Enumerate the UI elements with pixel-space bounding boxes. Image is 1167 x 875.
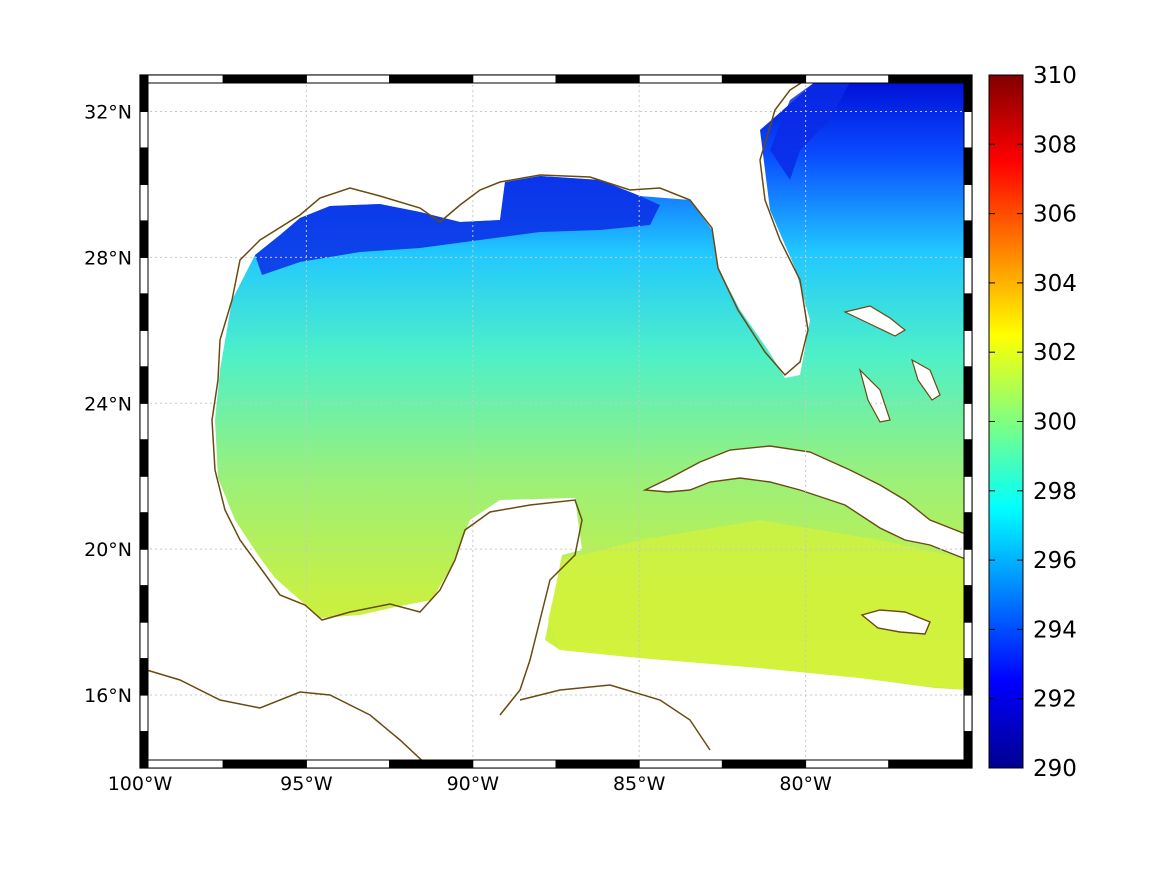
frame-segment-bottom bbox=[222, 759, 307, 769]
colorbar: 290 292 294 296 298 300 302 304 306 308 310 bbox=[988, 63, 1077, 782]
frame-segment-right bbox=[963, 694, 973, 733]
x-tick-label: 90°W bbox=[447, 773, 500, 795]
frame-segment-right bbox=[963, 585, 973, 623]
frame-segment-bottom bbox=[888, 759, 973, 769]
colorbar-tick-label: 292 bbox=[1033, 687, 1077, 713]
frame-segment-right bbox=[963, 147, 973, 185]
frame-segment-top bbox=[139, 74, 224, 84]
cold-shelf-north bbox=[255, 176, 660, 275]
frame-segment-right bbox=[963, 110, 973, 149]
colorbar-tick-labels: 290 292 294 296 298 300 302 304 306 308 310 bbox=[989, 63, 1077, 782]
frame-segment-right bbox=[963, 183, 973, 222]
x-tick-label: 95°W bbox=[280, 773, 333, 795]
frame-segment-left bbox=[139, 220, 149, 258]
frame-segment-right bbox=[963, 402, 973, 441]
frame-segment-left bbox=[139, 293, 149, 331]
frame-segment-left bbox=[139, 402, 149, 441]
frame-segment-top bbox=[555, 74, 640, 84]
colorbar-tick-label: 304 bbox=[1033, 271, 1077, 297]
frame-segment-top bbox=[805, 74, 890, 84]
frame-segment-top bbox=[472, 74, 557, 84]
x-tick-label: 80°W bbox=[779, 773, 832, 795]
frame-segment-right bbox=[963, 548, 973, 587]
frame-segment-left bbox=[139, 621, 149, 660]
frame-segment-right bbox=[963, 621, 973, 660]
x-tick-label: 100°W bbox=[108, 773, 173, 795]
frame-segment-bottom bbox=[555, 759, 640, 769]
warm-caribbean bbox=[548, 520, 968, 690]
frame-segment-top bbox=[721, 74, 807, 84]
frame-segment-bottom bbox=[139, 759, 224, 769]
frame-segment-bottom bbox=[805, 759, 890, 769]
frame-segment-right bbox=[963, 256, 973, 295]
frame-segment-right bbox=[963, 475, 973, 514]
colorbar-tick-label: 294 bbox=[1033, 617, 1077, 643]
frame-segment-top bbox=[638, 74, 723, 84]
colorbar-tick-label: 306 bbox=[1033, 202, 1077, 228]
frame-segment-left bbox=[139, 329, 149, 368]
colorbar-tick-label: 296 bbox=[1033, 548, 1077, 574]
frame-segment-top bbox=[222, 74, 307, 84]
frame-segment-right bbox=[963, 731, 973, 769]
frame-segment-left bbox=[139, 74, 149, 112]
frame-segment-left bbox=[139, 366, 149, 404]
frame-segment-right bbox=[963, 329, 973, 368]
colorbar-tick-label: 290 bbox=[1033, 756, 1077, 782]
y-tick-labels: 16°N 20°N 24°N 28°N 32°N bbox=[84, 101, 132, 707]
frame-segment-right bbox=[963, 366, 973, 404]
frame-segment-left bbox=[139, 731, 149, 769]
colorbar-tick-label: 302 bbox=[1033, 340, 1077, 366]
y-tick-label: 24°N bbox=[84, 393, 132, 415]
frame-segment-right bbox=[963, 658, 973, 696]
central-america-coast bbox=[139, 667, 431, 769]
frame-segment-right bbox=[963, 439, 973, 477]
colorbar-tick-label: 298 bbox=[1033, 479, 1077, 505]
gridlines bbox=[140, 75, 972, 768]
frame-segment-bottom bbox=[305, 759, 391, 769]
x-tick-label: 85°W bbox=[613, 773, 666, 795]
map-frame bbox=[139, 74, 973, 769]
frame-segment-left bbox=[139, 110, 149, 149]
frame-segment-left bbox=[139, 147, 149, 185]
frame-segment-left bbox=[139, 475, 149, 514]
frame-segment-bottom bbox=[638, 759, 723, 769]
frame-segment-right bbox=[963, 74, 973, 112]
frame-segment-right bbox=[963, 220, 973, 258]
colorbar-tick-label: 310 bbox=[1033, 63, 1077, 89]
frame-segment-left bbox=[139, 548, 149, 587]
mexico-coast bbox=[211, 299, 583, 716]
frame-segment-right bbox=[963, 293, 973, 331]
y-tick-label: 16°N bbox=[84, 685, 132, 707]
frame-segment-left bbox=[139, 183, 149, 222]
frame-segment-top bbox=[305, 74, 391, 84]
coastline bbox=[139, 75, 813, 769]
frame-segment-bottom bbox=[389, 759, 474, 769]
honduras-coast bbox=[519, 684, 711, 751]
frame-segment-left bbox=[139, 512, 149, 550]
y-tick-label: 20°N bbox=[84, 539, 132, 561]
y-tick-label: 28°N bbox=[84, 247, 132, 269]
frame-segment-left bbox=[139, 256, 149, 295]
x-tick-labels: 100°W 95°W 90°W 85°W 80°W bbox=[108, 773, 832, 795]
frame-segment-bottom bbox=[721, 759, 807, 769]
us-gulf-coast bbox=[231, 75, 813, 377]
frame-segment-left bbox=[139, 585, 149, 623]
frame-segment-left bbox=[139, 694, 149, 733]
jamaica-land bbox=[860, 609, 931, 635]
sst-field bbox=[140, 75, 972, 768]
frame-segment-top bbox=[888, 74, 973, 84]
frame-segment-left bbox=[139, 658, 149, 696]
frame-segment-left bbox=[139, 439, 149, 477]
colorbar-tick-label: 300 bbox=[1033, 410, 1077, 436]
y-tick-label: 32°N bbox=[84, 101, 132, 123]
frame-segment-bottom bbox=[472, 759, 557, 769]
colorbar-tick-label: 308 bbox=[1033, 132, 1077, 158]
cold-shelf-east bbox=[770, 82, 850, 180]
bahamas-land bbox=[843, 305, 941, 423]
frame-segment-top bbox=[389, 74, 474, 84]
frame-segment-right bbox=[963, 512, 973, 550]
